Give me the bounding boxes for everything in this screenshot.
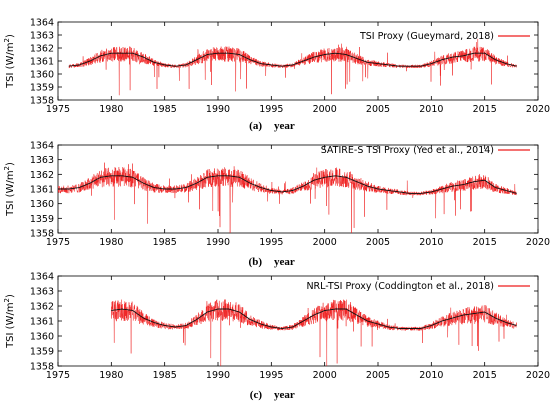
y-axis-label: TSI (W/m2) <box>3 34 16 89</box>
panel-label: (b) <box>249 256 263 268</box>
x-tick-label: 2000 <box>313 104 337 115</box>
y-tick-label: 1358 <box>30 96 54 107</box>
x-tick-label: 2000 <box>313 370 337 381</box>
x-tick-label: 2015 <box>473 104 497 115</box>
y-tick-label: 1359 <box>30 83 54 94</box>
y-tick-label: 1360 <box>30 332 54 343</box>
y-tick-label: 1360 <box>30 199 54 210</box>
panel-c: 1975 1980 1985 1990 1995 2000 2005 2010 2015 2020… <box>3 272 550 402</box>
y-tick-label: 1364 <box>30 18 54 29</box>
y-tick-label: 1360 <box>30 70 54 81</box>
x-tick-label: 2020 <box>526 370 550 381</box>
x-tick-label: 2005 <box>366 370 390 381</box>
x-tick-label: 2010 <box>419 370 443 381</box>
x-tick-label: 2015 <box>473 370 497 381</box>
y-tick-label: 1359 <box>30 347 54 358</box>
x-axis-label: year <box>274 120 295 132</box>
x-tick-label: 1985 <box>153 370 177 381</box>
y-tick-label: 1362 <box>30 170 54 181</box>
x-tick-label: 1975 <box>46 237 70 248</box>
x-axis: 1975 1980 1985 1990 1995 2000 2005 2010 2015 2020 <box>46 276 550 381</box>
x-tick-label: 1980 <box>99 370 123 381</box>
panel-label: (c) <box>250 389 263 401</box>
x-tick-label: 2010 <box>419 104 443 115</box>
panel-label: (a) <box>249 120 262 132</box>
x-axis-label: year <box>274 389 295 401</box>
y-tick-label: 1363 <box>30 287 54 298</box>
y-axis-label: TSI (W/m2) <box>3 162 16 217</box>
series-line <box>68 38 517 96</box>
data-layer <box>68 38 517 96</box>
y-tick-label: 1362 <box>30 44 54 55</box>
panel-a: 1975 1980 1985 1990 1995 2000 2005 2010 2015 2020… <box>3 18 550 133</box>
x-tick-label: 1990 <box>206 237 230 248</box>
x-axis: 1975 1980 1985 1990 1995 2000 2005 2010 2015 2020 <box>46 145 550 248</box>
x-tick-label: 1985 <box>153 104 177 115</box>
series-line <box>58 162 517 233</box>
x-tick-label: 2000 <box>313 237 337 248</box>
y-tick-label: 1363 <box>30 155 54 166</box>
y-axis-label: TSI (W/m2) <box>3 294 16 349</box>
x-tick-label: 1975 <box>46 370 70 381</box>
series-line <box>111 299 517 366</box>
legend-label: TSI Proxy (Gueymard, 2018) <box>359 31 494 42</box>
y-tick-label: 1362 <box>30 302 54 313</box>
smoothed-trend-line <box>58 175 517 194</box>
x-tick-label: 1985 <box>153 237 177 248</box>
y-tick-label: 1361 <box>30 57 54 68</box>
y-tick-label: 1364 <box>30 272 54 283</box>
panel-b: 1975 1980 1985 1990 1995 2000 2005 2010 2015 2020… <box>3 141 550 269</box>
x-tick-label: 1990 <box>206 370 230 381</box>
y-tick-label: 1364 <box>30 141 54 152</box>
data-layer <box>58 162 517 233</box>
y-tick-label: 1359 <box>30 214 54 225</box>
x-tick-label: 1995 <box>259 104 283 115</box>
y-axis: 1358 1359 1360 1361 1362 1363 1364 <box>30 18 538 107</box>
x-tick-label: 2015 <box>473 237 497 248</box>
smoothed-trend-line <box>111 308 517 329</box>
x-tick-label: 1975 <box>46 104 70 115</box>
x-axis-label: year <box>274 256 295 268</box>
y-tick-label: 1358 <box>30 229 54 240</box>
x-tick-label: 1990 <box>206 104 230 115</box>
x-tick-label: 1995 <box>259 370 283 381</box>
data-layer <box>111 299 517 366</box>
x-tick-label: 2020 <box>526 104 550 115</box>
x-tick-label: 2005 <box>366 104 390 115</box>
y-tick-label: 1363 <box>30 31 54 42</box>
y-axis: 1358 1359 1360 1361 1362 1363 1364 <box>30 272 538 373</box>
y-tick-label: 1358 <box>30 362 54 373</box>
x-tick-label: 2020 <box>526 237 550 248</box>
y-tick-label: 1361 <box>30 185 54 196</box>
x-tick-label: 2005 <box>366 237 390 248</box>
y-axis: 1358 1359 1360 1361 1362 1363 1364 <box>30 141 538 240</box>
x-tick-label: 1995 <box>259 237 283 248</box>
y-tick-label: 1361 <box>30 317 54 328</box>
legend-label: NRL-TSI Proxy (Coddington et al., 2018) <box>306 281 494 292</box>
x-tick-label: 1980 <box>99 104 123 115</box>
x-axis: 1975 1980 1985 1990 1995 2000 2005 2010 2015 2020 <box>46 22 550 115</box>
x-tick-label: 2010 <box>419 237 443 248</box>
x-tick-label: 1980 <box>99 237 123 248</box>
legend-label: SATIRE-S TSI Proxy (Yeo et al., 2014) <box>321 145 494 156</box>
smoothed-trend-line <box>68 52 517 67</box>
